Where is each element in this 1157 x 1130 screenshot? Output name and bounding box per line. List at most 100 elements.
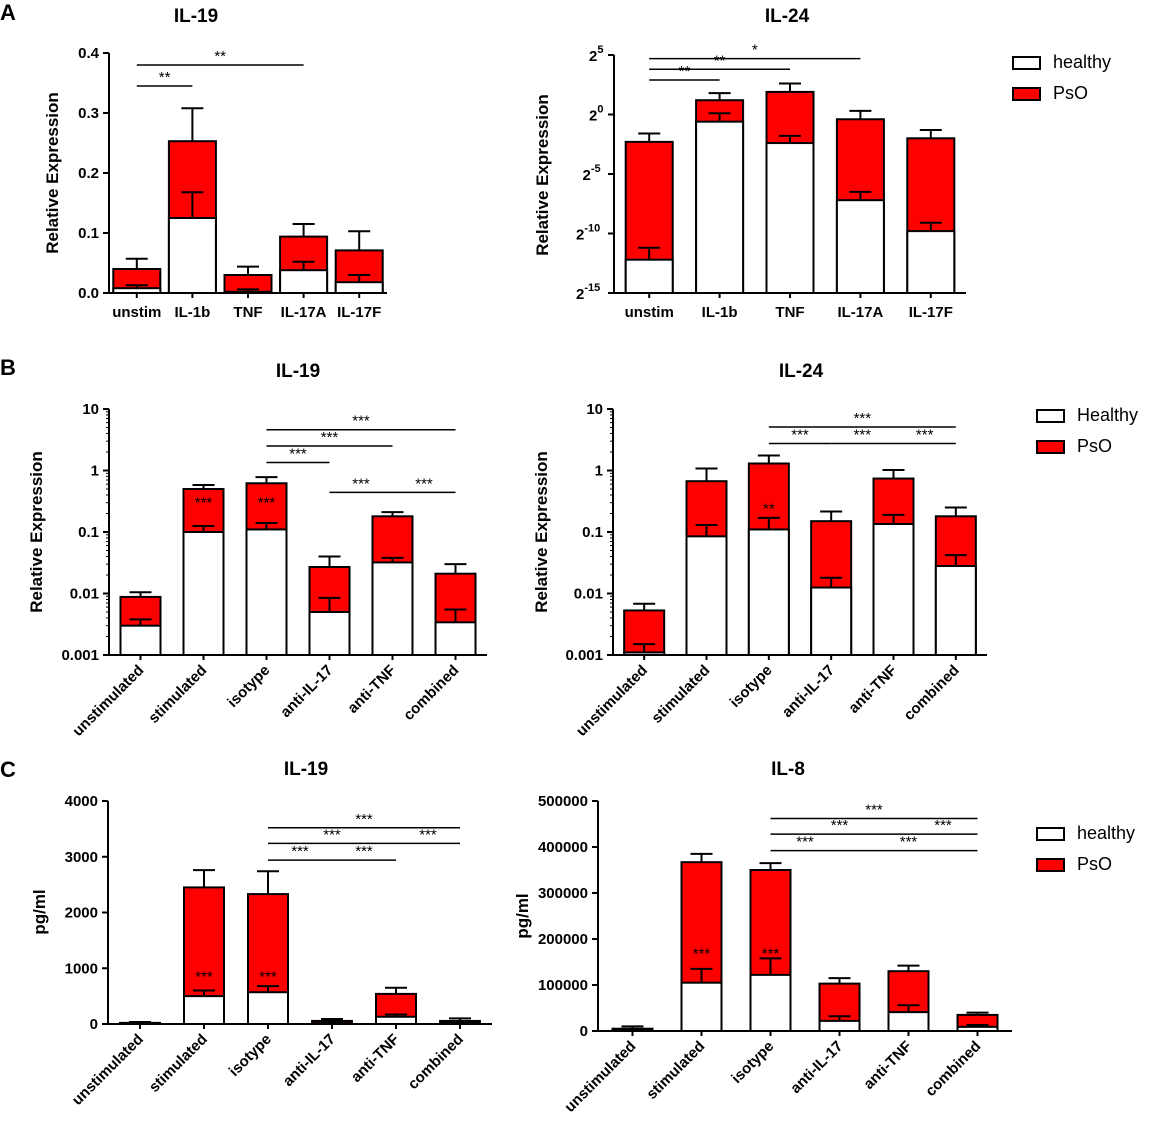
bar-healthy [375,1015,417,1026]
bar-healthy [182,531,225,656]
significance-label: *** [916,426,934,443]
significance-label: *** [321,429,339,446]
y-tick-label: 400000 [538,839,588,856]
y-tick-label: 0.001 [565,647,603,664]
bar-healthy [906,230,956,294]
x-tick-label: unstimulated [69,1031,147,1109]
significance-label: *** [831,817,849,834]
significance-label: ** [679,63,691,80]
x-tick-label: stimulated [648,662,713,727]
chart-title: IL-8 [771,759,805,780]
chart-title: IL-19 [276,361,320,382]
bar-healthy [279,269,329,295]
bar-healthy [934,564,977,656]
y-tick-label: 0.4 [78,45,100,62]
x-tick-label: IL-1b [174,304,210,321]
bar-significance-label: *** [195,495,213,512]
y-tick-label: 0.3 [78,105,99,122]
legend-label: PsO [1077,854,1112,874]
x-tick-label: combined [400,662,462,724]
bar-significance-label: *** [762,946,780,963]
panel-letter-a: A [0,0,16,25]
bar-healthy [765,142,815,294]
bar-healthy [872,522,915,657]
y-tick-label: 500000 [538,793,588,810]
bar-healthy [119,624,162,656]
y-tick-label: 1 [91,463,99,480]
legend-swatch-pso [1036,858,1065,872]
significance-label: * [752,42,758,59]
chart-b1: IL-19 Relative Expression 0.001 0.01 0.1 1 10 u… [27,361,487,740]
bar-healthy [810,586,853,657]
bar-significance-label: ** [763,501,775,518]
x-tick-label: IL-17F [909,304,953,321]
bar-healthy [112,287,162,295]
bar-healthy [956,1025,999,1032]
y-tick-label: 0.001 [61,647,99,664]
significance-label: ** [714,52,726,69]
chart-title: IL-19 [174,6,218,27]
bar-healthy [749,973,792,1033]
y-tick-label: 4000 [65,793,98,810]
significance-label: *** [791,426,809,443]
bar-healthy [685,535,728,657]
significance-label: ** [214,48,226,65]
bar-healthy [434,621,477,656]
chart-title: IL-19 [284,759,328,780]
y-axis-label: Relative Expression [532,451,551,613]
legend-swatch-pso [1012,87,1041,101]
bar-healthy [611,1029,654,1032]
x-tick-label: TNF [233,304,262,321]
y-tick-label: 10 [586,401,603,418]
x-tick-label: isotype [226,1031,275,1080]
y-axis-label: Relative Expression [27,451,46,613]
x-tick-label: isotype [728,1038,777,1087]
x-tick-label: combined [922,1038,984,1100]
x-tick-label: combined [901,662,963,724]
y-tick-label: 0.01 [70,586,99,603]
significance-label: *** [415,475,433,492]
bar-healthy [835,199,885,294]
significance-label: *** [934,817,952,834]
y-tick-label: 3000 [65,849,98,866]
bar-healthy [623,651,666,656]
bar-healthy [818,1019,861,1033]
x-tick-label: combined [405,1031,467,1093]
y-tick-label: 1 [595,463,603,480]
significance-label: *** [289,445,307,462]
y-tick-label: 300000 [538,885,588,902]
x-tick-label: stimulated [146,1031,211,1096]
legend-label: healthy [1077,823,1135,843]
significance-label: *** [419,826,437,843]
legend-swatch-healthy [1036,827,1065,841]
chart-a1: IL-19 Relative Expression 0.0 0.1 0.2 0.3 0.4 u… [43,6,387,321]
x-tick-label: anti-IL-17 [779,662,838,721]
bar-healthy [624,258,674,294]
y-axis-label: pg/ml [30,889,49,934]
significance-label: ** [159,69,171,86]
bar-healthy [245,528,288,656]
x-tick-label: IL-17A [837,304,883,321]
bar-significance-label: *** [258,495,276,512]
x-tick-label: unstimulated [573,662,651,740]
legend-label: PsO [1077,436,1112,456]
x-tick-label: anti-IL-17 [787,1038,846,1097]
y-tick-label: 2-5 [583,163,601,184]
legends-layer: healthy PsO Healthy PsO healthy PsO [1012,52,1138,874]
x-tick-label: unstimulated [561,1038,639,1116]
chart-title: IL-24 [765,6,810,27]
x-tick-label: IL-17F [337,304,381,321]
significance-label: *** [854,426,872,443]
y-tick-label: 1000 [65,960,98,977]
bar-healthy [223,290,273,294]
bar-healthy [334,281,384,295]
y-tick-label: 2000 [65,905,98,922]
significance-label: *** [352,413,370,430]
legend-swatch-healthy [1012,56,1041,70]
y-axis-label: Relative Expression [43,92,62,254]
significance-label: *** [796,834,814,851]
legend-label: PsO [1053,83,1088,103]
bar-healthy [183,995,225,1025]
y-tick-label: 200000 [538,931,588,948]
